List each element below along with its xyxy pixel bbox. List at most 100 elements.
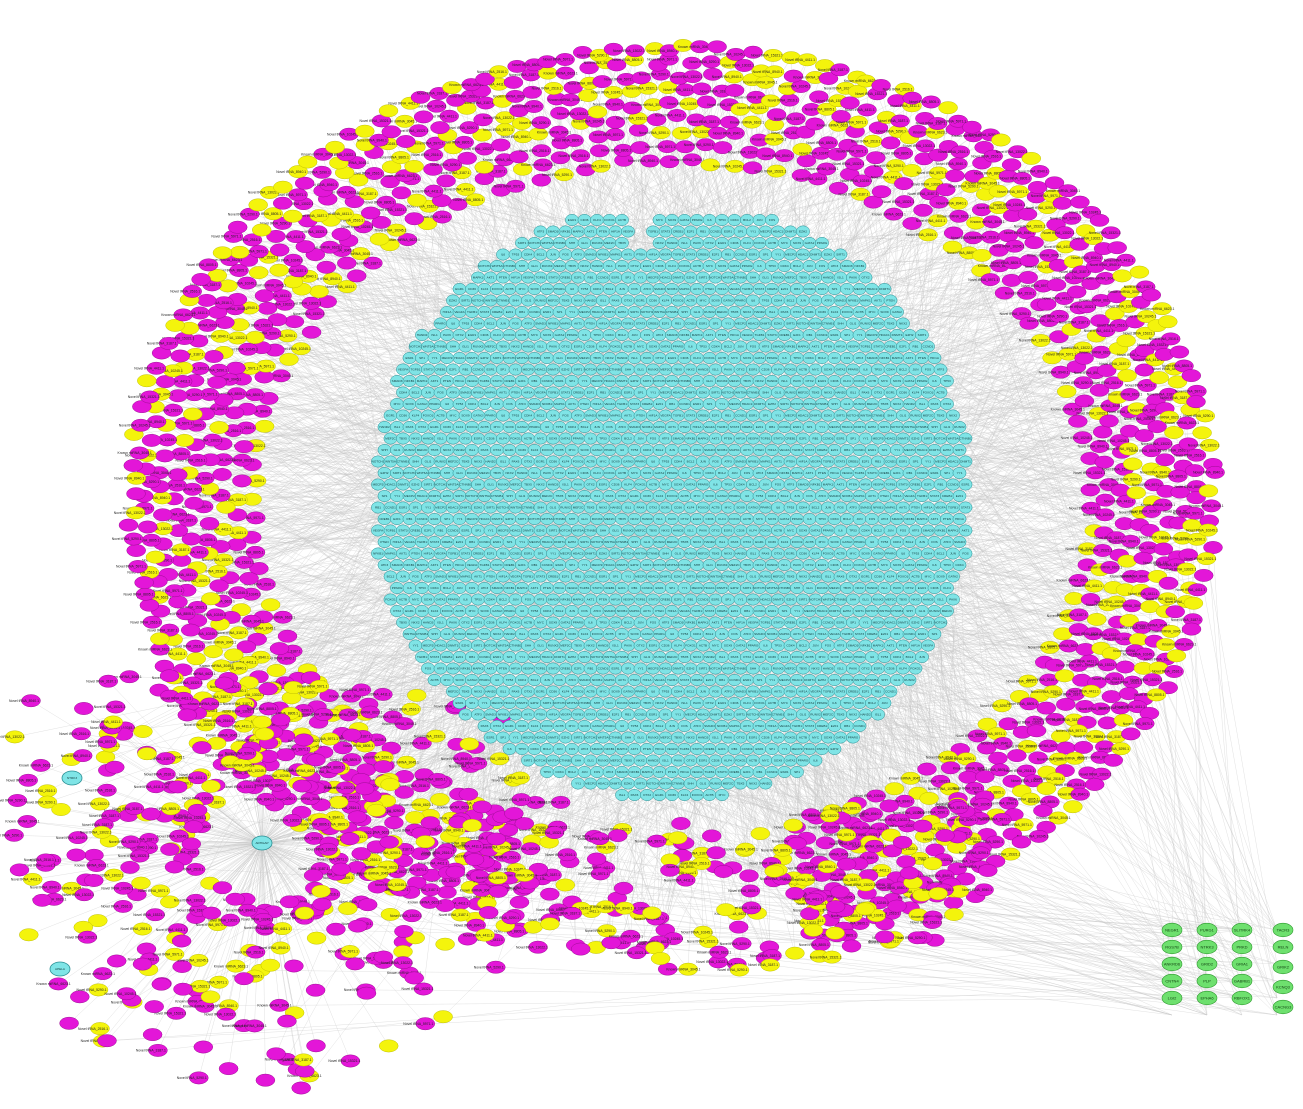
lncrna-node[interactable] <box>1126 486 1146 500</box>
lncrna-node[interactable] <box>309 285 329 298</box>
mirna-node[interactable] <box>227 538 247 551</box>
mirna-node[interactable] <box>1066 285 1087 299</box>
lncrna-node[interactable] <box>1122 457 1143 471</box>
mirna-node[interactable] <box>269 642 290 655</box>
mirna-node[interactable] <box>232 474 252 488</box>
mirna-node[interactable] <box>212 468 232 481</box>
mirna-node[interactable] <box>871 185 892 199</box>
mirna-node[interactable] <box>436 174 456 188</box>
mirna-node[interactable] <box>347 269 367 283</box>
mirna-node[interactable] <box>337 256 357 270</box>
lncrna-node[interactable] <box>1056 385 1077 398</box>
lncrna-node[interactable] <box>474 160 494 174</box>
mirna-node[interactable] <box>917 762 937 776</box>
mirna-node[interactable] <box>316 260 336 274</box>
mirna-node[interactable] <box>199 517 220 530</box>
lncrna-node[interactable] <box>216 500 236 514</box>
mirna-node[interactable] <box>881 136 901 150</box>
mirna-node[interactable] <box>234 440 254 453</box>
lncrna-node[interactable] <box>1164 426 1184 439</box>
mirna-node[interactable] <box>270 243 290 257</box>
lncrna-node[interactable] <box>1149 371 1169 384</box>
lncrna-node[interactable] <box>1086 613 1107 626</box>
lncrna-node[interactable] <box>369 232 390 246</box>
mirna-node[interactable] <box>1018 271 1038 284</box>
mirna-node[interactable] <box>1001 273 1022 287</box>
mirna-node[interactable] <box>945 169 965 183</box>
lncrna-node[interactable] <box>1054 669 1075 683</box>
mirna-node[interactable] <box>958 770 978 784</box>
mirna-node[interactable] <box>1046 278 1067 292</box>
mirna-node[interactable] <box>168 595 188 609</box>
mirna-node[interactable] <box>391 186 412 200</box>
mirna-node[interactable] <box>988 751 1008 765</box>
lncrna-node[interactable] <box>922 857 943 870</box>
lncrna-node[interactable] <box>884 782 905 796</box>
mirna-node[interactable] <box>404 212 424 226</box>
mirna-node[interactable] <box>180 623 201 637</box>
mirna-node[interactable] <box>209 579 229 593</box>
mirna-node[interactable] <box>396 135 416 148</box>
lncrna-node[interactable] <box>279 352 299 366</box>
lncrna-node[interactable] <box>587 105 608 119</box>
lncrna-node[interactable] <box>407 193 427 207</box>
mirna-node[interactable] <box>207 375 227 389</box>
mirna-node[interactable] <box>153 508 173 522</box>
mirna-node[interactable] <box>913 203 933 217</box>
lncrna-node[interactable] <box>266 664 287 677</box>
mirna-node[interactable] <box>384 816 404 830</box>
mirna-node[interactable] <box>276 748 296 762</box>
mirna-node[interactable] <box>975 770 995 784</box>
mirna-node[interactable] <box>1068 414 1088 428</box>
mirna-node[interactable] <box>1026 724 1047 738</box>
mirna-node[interactable] <box>1017 207 1038 221</box>
mirna-node[interactable] <box>1056 698 1076 711</box>
lncrna-node[interactable] <box>186 652 206 666</box>
mirna-node[interactable] <box>301 325 322 339</box>
mirna-node[interactable] <box>430 121 450 135</box>
lncrna-node[interactable] <box>203 645 223 658</box>
mirna-node[interactable] <box>277 629 298 643</box>
lncrna-node[interactable] <box>174 433 195 447</box>
node-label: Novel tRNA_5971.1 <box>1132 483 1162 487</box>
mirna-node[interactable] <box>204 350 224 363</box>
mirna-node[interactable] <box>1007 749 1027 762</box>
lncrna-node[interactable] <box>283 275 303 289</box>
mirna-node[interactable] <box>491 138 511 152</box>
mirna-node[interactable] <box>331 227 351 241</box>
mirna-node[interactable] <box>1101 690 1122 703</box>
lncrna-node[interactable] <box>269 263 289 277</box>
mirna-node[interactable] <box>1099 414 1119 428</box>
mirna-node[interactable] <box>457 151 477 165</box>
lncrna-node[interactable] <box>1116 334 1136 348</box>
lncrna-node[interactable] <box>283 209 303 223</box>
mirna-node[interactable] <box>1092 425 1113 439</box>
mirna-node[interactable] <box>1073 741 1094 754</box>
node-label: Novel tRNA_8940.1 <box>936 162 966 166</box>
mirna-node[interactable] <box>284 315 305 328</box>
mirna-node[interactable] <box>226 361 246 375</box>
mirna-node[interactable] <box>896 855 916 869</box>
lncrna-node[interactable] <box>329 795 349 809</box>
mirna-node[interactable] <box>155 449 175 463</box>
lncrna-node[interactable] <box>1117 369 1137 382</box>
lncrna-node[interactable] <box>1064 592 1084 605</box>
lncrna-node[interactable] <box>209 421 229 434</box>
mirna-node[interactable] <box>1024 236 1044 250</box>
lncrna-node[interactable] <box>972 248 992 262</box>
lncrna-node[interactable] <box>249 266 269 279</box>
lncrna-node[interactable] <box>245 331 265 344</box>
mirna-node[interactable] <box>1036 701 1057 715</box>
lncrna-node[interactable] <box>224 648 244 662</box>
lncrna-node[interactable] <box>1036 782 1057 795</box>
mirna-node[interactable] <box>361 206 381 220</box>
lncrna-node[interactable] <box>254 419 275 433</box>
node-label: Novel tRNA_10245.1 <box>591 91 623 95</box>
mirna-node[interactable] <box>1115 660 1136 674</box>
mirna-node[interactable] <box>184 496 204 510</box>
mirna-node[interactable] <box>257 301 278 315</box>
mirna-node[interactable] <box>1155 453 1175 467</box>
mirna-node[interactable] <box>239 572 259 585</box>
lncrna-node[interactable] <box>183 407 203 421</box>
lncrna-node[interactable] <box>260 598 281 612</box>
